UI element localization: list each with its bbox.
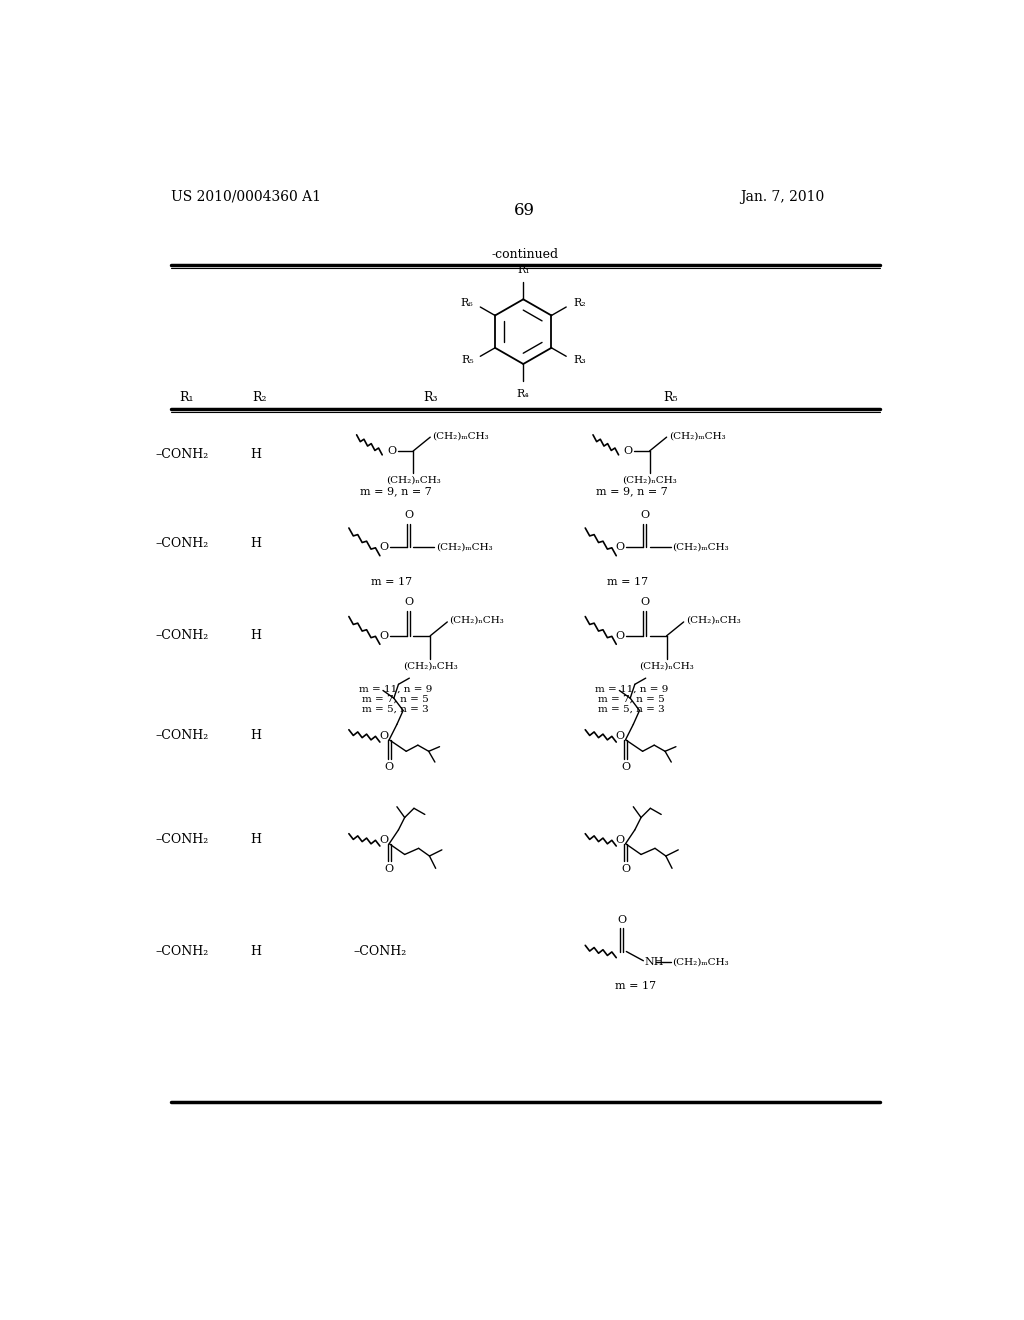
Text: (CH₂)ₘCH₃: (CH₂)ₘCH₃ — [435, 543, 493, 552]
Text: O: O — [385, 762, 394, 772]
Text: R₂: R₂ — [572, 298, 586, 308]
Text: –CONH₂: –CONH₂ — [156, 833, 209, 846]
Text: (CH₂)ₘCH₃: (CH₂)ₘCH₃ — [672, 543, 729, 552]
Text: R₁: R₁ — [179, 391, 194, 404]
Text: R₂: R₂ — [253, 391, 267, 404]
Text: O: O — [404, 598, 413, 607]
Text: O: O — [624, 446, 633, 455]
Text: –CONH₂: –CONH₂ — [353, 945, 407, 958]
Text: m = 9, n = 7: m = 9, n = 7 — [596, 486, 668, 496]
Text: O: O — [404, 511, 413, 520]
Text: –CONH₂: –CONH₂ — [156, 449, 209, 462]
Text: O: O — [640, 511, 649, 520]
Text: (CH₂)ₙCH₃: (CH₂)ₙCH₃ — [402, 663, 458, 671]
Text: (CH₂)ₙCH₃: (CH₂)ₙCH₃ — [686, 616, 740, 624]
Text: m = 11, n = 9
m = 7, n = 5
m = 5, n = 3: m = 11, n = 9 m = 7, n = 5 m = 5, n = 3 — [595, 684, 669, 714]
Text: O: O — [387, 446, 396, 455]
Text: O: O — [615, 731, 625, 741]
Text: US 2010/0004360 A1: US 2010/0004360 A1 — [171, 190, 321, 203]
Text: –CONH₂: –CONH₂ — [156, 730, 209, 742]
Text: m = 17: m = 17 — [371, 577, 412, 587]
Text: H: H — [251, 537, 261, 550]
Text: (CH₂)ₙCH₃: (CH₂)ₙCH₃ — [386, 475, 440, 484]
Text: (CH₂)ₙCH₃: (CH₂)ₙCH₃ — [450, 616, 505, 624]
Text: (CH₂)ₙCH₃: (CH₂)ₙCH₃ — [623, 475, 677, 484]
Text: (CH₂)ₘCH₃: (CH₂)ₘCH₃ — [432, 432, 489, 440]
Text: O: O — [379, 834, 388, 845]
Text: m = 11, n = 9
m = 7, n = 5
m = 5, n = 3: m = 11, n = 9 m = 7, n = 5 m = 5, n = 3 — [358, 684, 432, 714]
Text: R₃: R₃ — [572, 355, 586, 366]
Text: H: H — [251, 945, 261, 958]
Text: Jan. 7, 2010: Jan. 7, 2010 — [740, 190, 824, 203]
Text: –CONH₂: –CONH₂ — [156, 537, 209, 550]
Text: O: O — [621, 865, 630, 874]
Text: O: O — [617, 915, 627, 924]
Text: m = 17: m = 17 — [607, 577, 648, 587]
Text: (CH₂)ₙCH₃: (CH₂)ₙCH₃ — [639, 663, 694, 671]
Text: –CONH₂: –CONH₂ — [156, 945, 209, 958]
Text: O: O — [615, 834, 625, 845]
Text: O: O — [640, 598, 649, 607]
Text: O: O — [379, 543, 388, 552]
Text: m = 9, n = 7: m = 9, n = 7 — [359, 486, 431, 496]
Text: H: H — [251, 449, 261, 462]
Text: O: O — [615, 543, 625, 552]
Text: R₅: R₅ — [461, 355, 473, 366]
Text: (CH₂)ₘCH₃: (CH₂)ₘCH₃ — [672, 958, 729, 966]
Text: H: H — [251, 730, 261, 742]
Text: m = 17: m = 17 — [615, 981, 656, 991]
Text: O: O — [385, 865, 394, 874]
Text: R₆: R₆ — [461, 298, 473, 308]
Text: -continued: -continued — [492, 248, 558, 261]
Text: H: H — [251, 833, 261, 846]
Text: 69: 69 — [514, 202, 536, 219]
Text: –CONH₂: –CONH₂ — [156, 630, 209, 643]
Text: R₄: R₄ — [517, 388, 529, 399]
Text: O: O — [379, 731, 388, 741]
Text: R₁: R₁ — [517, 265, 529, 275]
Text: H: H — [251, 630, 261, 643]
Text: O: O — [615, 631, 625, 640]
Text: O: O — [621, 762, 630, 772]
Text: R₅: R₅ — [664, 391, 678, 404]
Text: NH: NH — [645, 957, 665, 968]
Text: R₃: R₃ — [423, 391, 437, 404]
Text: O: O — [379, 631, 388, 640]
Text: (CH₂)ₘCH₃: (CH₂)ₘCH₃ — [669, 432, 726, 440]
